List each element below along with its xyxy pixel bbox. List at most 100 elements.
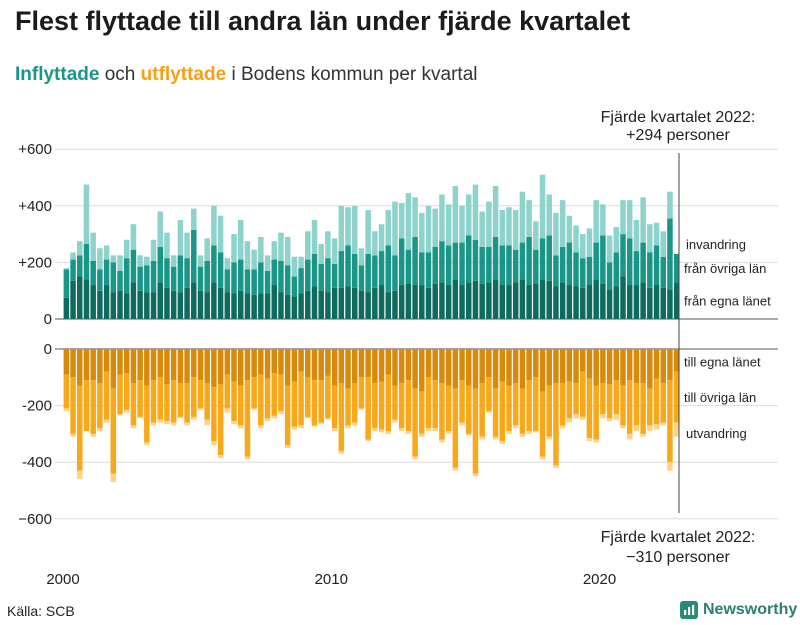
bar-out-utvandring bbox=[653, 423, 660, 430]
bar-in-ovriga bbox=[170, 266, 177, 291]
bar-out-utvandring bbox=[553, 465, 559, 468]
chart-title: Flest flyttade till andra län under fjär… bbox=[15, 6, 631, 36]
bar-in-ovriga bbox=[412, 236, 418, 286]
bar-out-ovriga bbox=[559, 382, 566, 426]
bar-out-egna bbox=[633, 349, 640, 383]
bar-in-egna bbox=[620, 276, 626, 319]
bar-in-invandring bbox=[626, 200, 633, 239]
bar-in-egna bbox=[486, 282, 492, 319]
bar-in-ovriga bbox=[97, 269, 103, 291]
bar-out-egna bbox=[204, 349, 210, 383]
bar-in-invandring bbox=[425, 205, 432, 253]
y-tick-label: 0 bbox=[44, 341, 52, 358]
bar-out-utvandring bbox=[358, 408, 365, 410]
bar-in-invandring bbox=[63, 268, 70, 270]
annotation-bottom-line1: Fjärde kvartalet 2022: bbox=[601, 529, 756, 546]
bar-out-ovriga bbox=[278, 374, 284, 412]
bar-in-egna bbox=[559, 282, 566, 319]
bar-in-ovriga bbox=[365, 253, 371, 293]
bar-out-utvandring bbox=[305, 416, 311, 419]
bar-out-utvandring bbox=[130, 425, 137, 429]
bar-in-egna bbox=[123, 293, 130, 319]
bar-in-egna bbox=[419, 285, 425, 319]
bar-in-ovriga bbox=[512, 249, 519, 283]
bar-in-egna bbox=[372, 287, 378, 319]
bar-in-ovriga bbox=[626, 238, 633, 286]
y-tick-label: -200 bbox=[22, 398, 52, 415]
bar-out-utvandring bbox=[647, 425, 653, 432]
bar-in-egna bbox=[278, 292, 284, 319]
bar-out-egna bbox=[130, 349, 137, 383]
bar-in-invandring bbox=[311, 219, 318, 254]
bar-out-utvandring bbox=[499, 440, 506, 444]
bar-in-invandring bbox=[620, 200, 626, 235]
bar-in-invandring bbox=[439, 194, 445, 242]
bar-in-invandring bbox=[164, 232, 170, 259]
bar-out-utvandring bbox=[110, 473, 117, 483]
bar-in-egna bbox=[117, 290, 123, 319]
bar-in-ovriga bbox=[506, 245, 512, 286]
bar-out-ovriga bbox=[586, 378, 593, 439]
bar-in-egna bbox=[298, 293, 304, 319]
bar-out-utvandring bbox=[519, 433, 526, 437]
bar-in-egna bbox=[465, 282, 472, 319]
bar-in-ovriga bbox=[244, 269, 251, 294]
bar-in-ovriga bbox=[378, 251, 385, 286]
bar-out-utvandring bbox=[338, 450, 345, 454]
x-tick-label: 2010 bbox=[315, 571, 348, 588]
bar-out-utvandring bbox=[191, 416, 197, 420]
bar-out-ovriga bbox=[512, 382, 519, 426]
bar-out-ovriga bbox=[673, 371, 680, 423]
bar-out-egna bbox=[640, 349, 646, 383]
bar-out-egna bbox=[392, 349, 398, 386]
bar-in-ovriga bbox=[157, 246, 163, 283]
bar-out-egna bbox=[305, 349, 311, 378]
bar-in-ovriga bbox=[479, 246, 485, 284]
bar-in-ovriga bbox=[130, 249, 137, 283]
bar-out-utvandring bbox=[512, 425, 519, 429]
bar-out-utvandring bbox=[144, 442, 150, 446]
bar-out-ovriga bbox=[486, 377, 492, 412]
bar-in-invandring bbox=[197, 255, 204, 267]
bar-in-ovriga bbox=[237, 259, 244, 291]
bar-out-ovriga bbox=[439, 382, 445, 440]
bar-out-ovriga bbox=[177, 382, 184, 417]
bar-in-ovriga bbox=[566, 242, 573, 286]
bar-out-egna bbox=[211, 349, 217, 388]
bar-in-invandring bbox=[580, 234, 586, 259]
bar-out-ovriga bbox=[660, 382, 666, 423]
bar-in-invandring bbox=[177, 219, 184, 256]
bar-in-invandring bbox=[506, 207, 512, 246]
bar-out-utvandring bbox=[217, 455, 224, 458]
bar-out-egna bbox=[580, 349, 586, 372]
bar-in-invandring bbox=[264, 255, 271, 271]
bar-out-egna bbox=[445, 349, 452, 386]
bar-in-egna bbox=[593, 279, 599, 319]
y-tick-label: +600 bbox=[18, 141, 52, 158]
bar-in-egna bbox=[191, 282, 197, 319]
bar-in-egna bbox=[533, 283, 539, 319]
bar-out-utvandring bbox=[378, 429, 385, 433]
bar-out-egna bbox=[244, 349, 251, 381]
bar-in-ovriga bbox=[452, 242, 459, 280]
bar-out-utvandring bbox=[667, 462, 673, 471]
bar-out-utvandring bbox=[103, 419, 110, 423]
bar-in-ovriga bbox=[606, 262, 613, 290]
bar-out-ovriga bbox=[170, 380, 177, 423]
bar-out-egna bbox=[97, 349, 103, 383]
subtitle-inflyttade: Inflyttade bbox=[15, 64, 100, 85]
bar-in-egna bbox=[318, 290, 324, 319]
bar-out-ovriga bbox=[372, 382, 378, 429]
bar-in-egna bbox=[479, 283, 485, 319]
bar-in-invandring bbox=[251, 249, 257, 270]
y-tick-label: +200 bbox=[18, 254, 52, 271]
bar-out-egna bbox=[653, 349, 660, 379]
bar-out-egna bbox=[660, 349, 666, 383]
bar-in-invandring bbox=[298, 256, 304, 269]
bar-in-invandring bbox=[318, 244, 324, 264]
bar-out-ovriga bbox=[539, 391, 546, 457]
bar-in-egna bbox=[526, 285, 532, 319]
bar-out-egna bbox=[217, 349, 224, 385]
bar-in-egna bbox=[425, 287, 432, 319]
bar-out-ovriga bbox=[445, 385, 452, 432]
